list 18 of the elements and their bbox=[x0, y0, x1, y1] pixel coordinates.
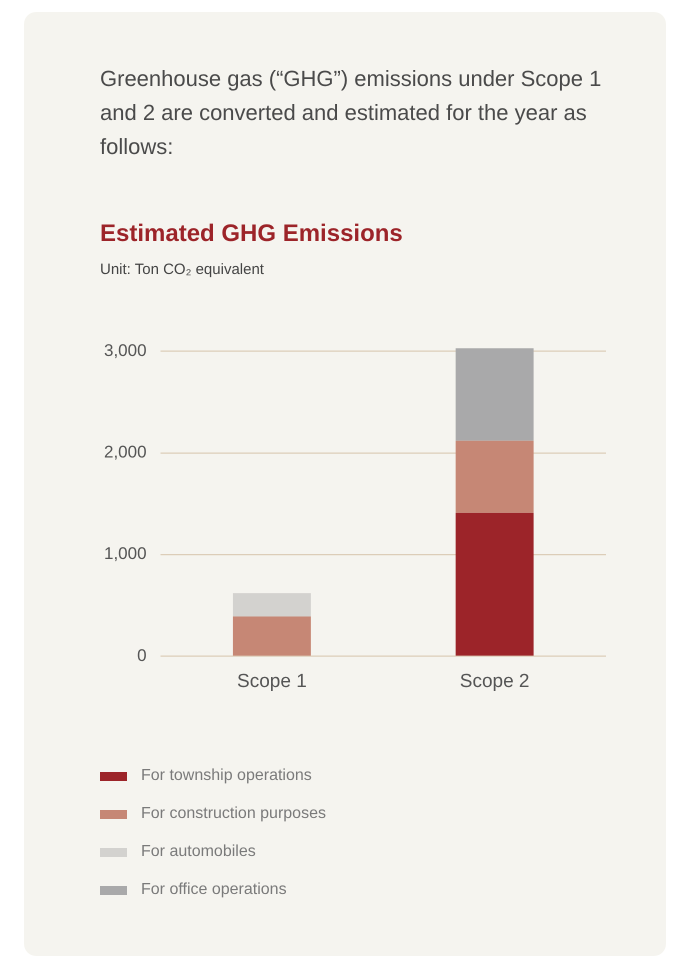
legend-label: For construction purposes bbox=[141, 805, 326, 823]
y-tick-label: 2,000 bbox=[104, 442, 147, 462]
bar bbox=[456, 440, 534, 513]
text: Greenhouse gas (“GHG”) emissions under Scope 1 and 2 are converted and estimated for the year as follows: bbox=[100, 65, 602, 161]
chart-title: Estimated GHG Emissions bbox=[100, 220, 403, 248]
x-tick-label: Scope 1 bbox=[237, 670, 307, 692]
y-tick-label: 0 bbox=[137, 646, 147, 665]
bar bbox=[232, 616, 311, 656]
legend-label: For automobiles bbox=[141, 843, 256, 861]
y-tick-label: 3,000 bbox=[104, 340, 147, 360]
legend-label: For office operations bbox=[141, 881, 287, 899]
y-tick-label: 1,000 bbox=[104, 544, 147, 564]
legend-label: For township operations bbox=[141, 767, 312, 785]
chart-subtitle: Unit: Ton CO₂ equivalent bbox=[100, 261, 264, 278]
bar bbox=[456, 512, 534, 656]
x-tick-label: Scope 2 bbox=[460, 670, 530, 692]
bar bbox=[232, 593, 311, 617]
bar bbox=[456, 348, 534, 441]
